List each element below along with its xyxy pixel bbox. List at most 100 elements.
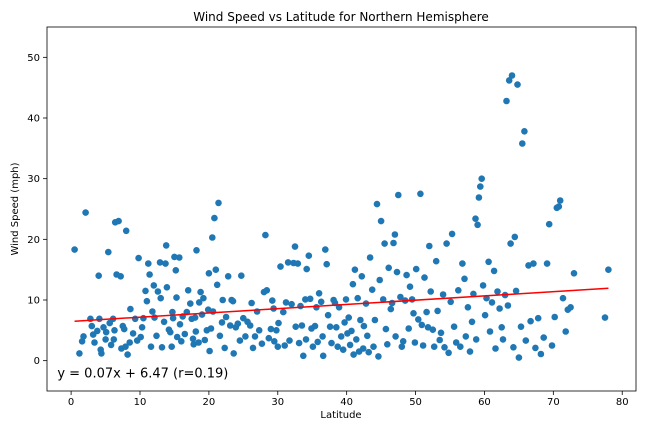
data-point-256 — [470, 290, 477, 298]
data-point-224 — [412, 265, 420, 273]
data-point-204 — [382, 325, 390, 333]
data-point-207 — [387, 305, 395, 313]
y-tick-label: 50 — [27, 53, 40, 64]
data-point-53 — [157, 294, 164, 302]
data-point-26 — [117, 273, 124, 280]
data-point-257 — [472, 215, 479, 222]
data-point-161 — [319, 333, 326, 340]
data-point-121 — [255, 327, 263, 334]
data-point-6 — [88, 322, 96, 330]
data-point-198 — [373, 200, 381, 208]
data-point-187 — [357, 316, 364, 324]
data-point-165 — [324, 311, 332, 319]
data-point-310 — [605, 266, 612, 274]
data-point-289 — [522, 337, 530, 344]
data-point-64 — [171, 253, 178, 261]
data-point-135 — [280, 308, 287, 316]
data-point-150 — [302, 336, 310, 343]
data-point-47 — [149, 308, 156, 315]
data-point-239 — [437, 329, 445, 337]
data-point-9 — [94, 327, 101, 335]
data-point-55 — [160, 318, 168, 326]
data-point-51 — [154, 288, 162, 295]
data-point-52 — [156, 259, 164, 266]
x-tick-label: 50 — [409, 397, 422, 408]
data-point-91 — [206, 347, 213, 355]
data-point-77 — [189, 335, 197, 343]
data-point-99 — [216, 332, 224, 340]
data-point-267 — [486, 328, 494, 335]
data-point-160 — [317, 298, 325, 306]
data-point-180 — [348, 327, 355, 335]
data-point-17 — [105, 248, 112, 256]
data-point-258 — [472, 336, 480, 343]
data-point-136 — [281, 342, 289, 349]
data-point-25 — [115, 217, 122, 225]
data-point-146 — [297, 302, 304, 310]
data-point-270 — [492, 345, 499, 352]
data-point-238 — [436, 336, 444, 344]
data-point-93 — [209, 234, 216, 241]
data-point-298 — [545, 220, 553, 228]
y-tick-label: 40 — [27, 114, 40, 125]
data-point-159 — [315, 290, 323, 297]
data-point-259 — [474, 221, 481, 229]
data-point-147 — [298, 322, 306, 329]
data-point-173 — [337, 333, 345, 340]
data-point-70 — [178, 338, 185, 345]
data-point-124 — [262, 231, 269, 239]
data-point-229 — [421, 274, 428, 281]
y-tick-label: 30 — [27, 174, 40, 185]
data-point-21 — [110, 336, 118, 343]
data-point-81 — [193, 247, 200, 254]
data-point-284 — [514, 81, 521, 88]
data-point-220 — [406, 283, 414, 291]
data-point-122 — [258, 340, 266, 348]
data-point-149 — [302, 296, 309, 303]
data-point-155 — [309, 343, 317, 351]
data-point-40 — [138, 324, 146, 331]
data-point-61 — [168, 343, 175, 351]
data-point-219 — [405, 325, 413, 332]
data-point-278 — [505, 77, 513, 84]
data-point-297 — [543, 260, 551, 267]
data-point-13 — [98, 350, 105, 357]
data-point-0 — [71, 246, 78, 253]
data-point-56 — [162, 260, 169, 267]
data-point-8 — [91, 339, 98, 346]
data-point-85 — [198, 311, 206, 318]
data-point-97 — [213, 281, 221, 289]
data-point-202 — [379, 296, 387, 303]
data-point-308 — [570, 270, 578, 277]
data-point-145 — [295, 339, 303, 347]
data-point-206 — [385, 264, 393, 272]
data-point-10 — [95, 272, 102, 280]
data-point-203 — [381, 240, 388, 247]
regression-line — [74, 287, 609, 322]
data-point-152 — [305, 252, 313, 259]
data-point-189 — [359, 345, 367, 352]
data-point-249 — [457, 343, 464, 351]
data-point-94 — [209, 308, 217, 315]
data-point-163 — [322, 246, 329, 253]
data-point-14 — [100, 324, 107, 331]
data-point-250 — [459, 260, 466, 267]
data-point-190 — [360, 322, 368, 330]
data-point-157 — [313, 304, 320, 311]
data-point-148 — [300, 352, 307, 360]
data-point-269 — [490, 267, 498, 275]
data-point-273 — [498, 324, 506, 331]
data-point-72 — [181, 330, 189, 338]
data-point-15 — [102, 336, 109, 343]
data-point-151 — [303, 265, 311, 273]
data-point-111 — [236, 337, 244, 344]
data-point-118 — [249, 344, 257, 352]
data-point-287 — [519, 140, 526, 147]
data-point-50 — [153, 332, 160, 340]
data-point-49 — [151, 314, 158, 321]
data-point-276 — [503, 97, 510, 105]
data-point-294 — [534, 314, 542, 322]
points-layer — [71, 72, 612, 361]
data-point-66 — [173, 294, 180, 301]
data-point-197 — [371, 316, 379, 324]
